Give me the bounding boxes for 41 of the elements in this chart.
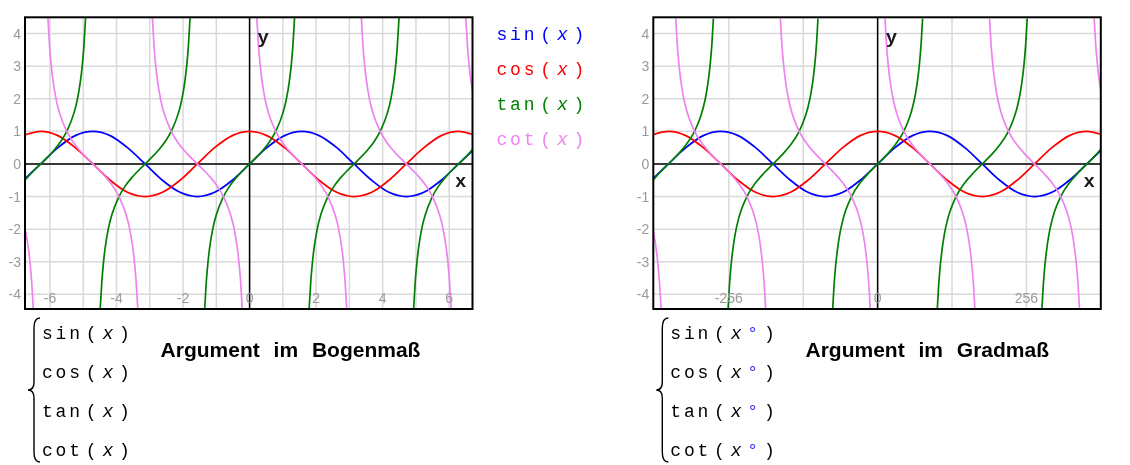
y-tick-label: 2 [641,90,650,107]
text: Argument im Bogenmaß [160,337,421,361]
y-tick-label: 4 [13,25,22,42]
y-tick-label: -1 [8,188,22,205]
line-series [25,130,473,198]
y-tick-label: 1 [641,123,650,140]
text: cot(x°) [670,441,778,461]
x-axis-title: x [455,170,467,193]
x-axis-title: x [1083,170,1095,193]
text: cos(x) [42,363,133,383]
text: cot(x) [42,441,133,461]
y-tick-label: 3 [641,58,650,75]
text: tan(x) [496,95,588,116]
x-tick-label: -2 [176,290,190,306]
y-tick-label: 0 [641,155,650,172]
x-tick-label: 2 [312,290,321,306]
text: cos(x) [496,60,588,81]
text: sin(x) [42,324,133,344]
x-tick-label: 256 [1014,290,1039,306]
y-tick-label: -3 [636,253,650,270]
x-tick-label: 4 [378,290,387,306]
text: cot(x) [496,130,588,151]
y-tick-label: -2 [8,221,22,238]
y-axis-title: y [885,27,898,50]
y-tick-label: 1 [13,123,22,140]
y-tick-label: 2 [13,90,22,107]
text: tan(x) [42,402,133,422]
x-tick-label: -6 [43,290,57,306]
y-axis-title: y [257,27,270,50]
text: Argument im Gradmaß [805,337,1050,361]
x-tick-label: -4 [110,290,123,306]
y-tick-label: -2 [636,221,650,238]
y-tick-label: -1 [636,188,650,205]
y-tick-label: 4 [641,25,650,42]
y-tick-label: -3 [8,253,22,270]
text: sin(x°) [670,324,778,344]
text: sin(x) [496,25,588,46]
y-tick-label: 0 [13,155,22,172]
text: cos(x°) [670,363,778,383]
text: tan(x°) [670,402,778,422]
y-tick-label: 3 [13,58,22,75]
